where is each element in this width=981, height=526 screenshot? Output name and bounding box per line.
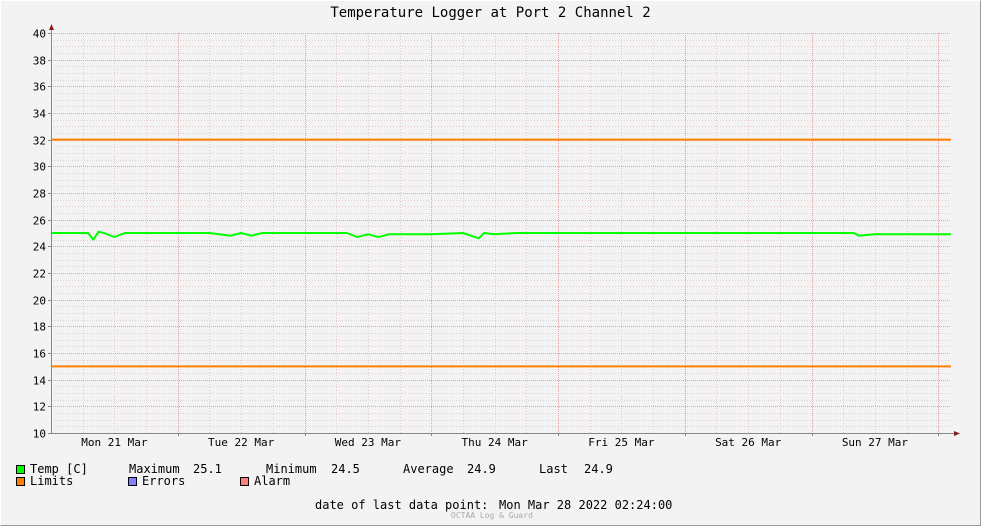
last-data-label: date of last data point:: [315, 498, 489, 512]
legend-temp-label: Temp [C]: [30, 462, 88, 476]
x-tick-label: Mon 21 Mar: [81, 436, 148, 449]
y-tick-label: 32: [33, 135, 46, 148]
major-grid: [51, 33, 951, 434]
y-tick-label: 20: [33, 295, 46, 308]
minor-grid: [51, 33, 951, 433]
y-axis-arrow-icon: [49, 24, 54, 30]
stat-last-value: 24.9: [584, 462, 613, 476]
x-tick-label: Sat 26 Mar: [715, 436, 782, 449]
x-tick-label: Tue 22 Mar: [208, 436, 275, 449]
x-tick-label: Wed 23 Mar: [335, 436, 402, 449]
y-tick-label: 36: [33, 81, 46, 94]
stat-last-label: Last: [539, 462, 568, 476]
y-tick-label: 12: [33, 401, 46, 414]
y-tick-label: 14: [33, 375, 47, 388]
temp-series-line: [51, 230, 951, 241]
legend-alarm-label: Alarm: [254, 474, 291, 488]
x-tick-label: Thu 24 Mar: [462, 436, 529, 449]
y-tick-label: 30: [33, 161, 46, 174]
limit-lines: [51, 138, 951, 368]
credit-text: OCTAA Log & Guard: [451, 511, 533, 520]
axes: [48, 24, 960, 436]
errors-swatch: [128, 477, 137, 486]
y-tick-label: 28: [33, 188, 46, 201]
stat-maximum-value: 25.1: [193, 462, 222, 476]
stat-average-value: 24.9: [467, 462, 496, 476]
y-tick-label: 40: [33, 28, 46, 41]
y-tick-label: 16: [33, 348, 46, 361]
y-tick-label: 22: [33, 268, 46, 281]
stat-minimum-label: Minimum: [266, 462, 317, 476]
stat-average-label: Average: [403, 462, 454, 476]
y-tick-labels: 10 12 14 16 18 20 22 24 26 28 30 32 34 36 38 40: [33, 28, 47, 441]
y-tick-label: 18: [33, 321, 46, 334]
last-data-value: Mon Mar 28 2022 02:24:00: [499, 498, 673, 512]
temp-swatch: [16, 465, 25, 474]
limits-swatch: [16, 477, 25, 486]
x-axis-arrow-icon: [954, 431, 960, 436]
chart-title: Temperature Logger at Port 2 Channel 2: [330, 5, 651, 21]
y-tick-label: 24: [33, 241, 47, 254]
y-tick-label: 10: [33, 428, 46, 441]
x-tick-label: Fri 25 Mar: [588, 436, 655, 449]
y-tick-label: 34: [33, 108, 47, 121]
alarm-swatch: [240, 477, 249, 486]
stat-maximum-label: Maximum: [129, 462, 180, 476]
legend-errors-label: Errors: [142, 474, 186, 488]
x-tick-labels: Mon 21 Mar Tue 22 Mar Wed 23 Mar Thu 24 Mar…: [81, 436, 908, 449]
y-tick-label: 26: [33, 215, 46, 228]
x-tick-label: Sun 27 Mar: [842, 436, 909, 449]
stat-minimum-value: 24.5: [331, 462, 360, 476]
series-layer: [51, 230, 951, 241]
legend-limits-label: Limits: [30, 474, 74, 488]
y-tick-label: 38: [33, 55, 46, 68]
